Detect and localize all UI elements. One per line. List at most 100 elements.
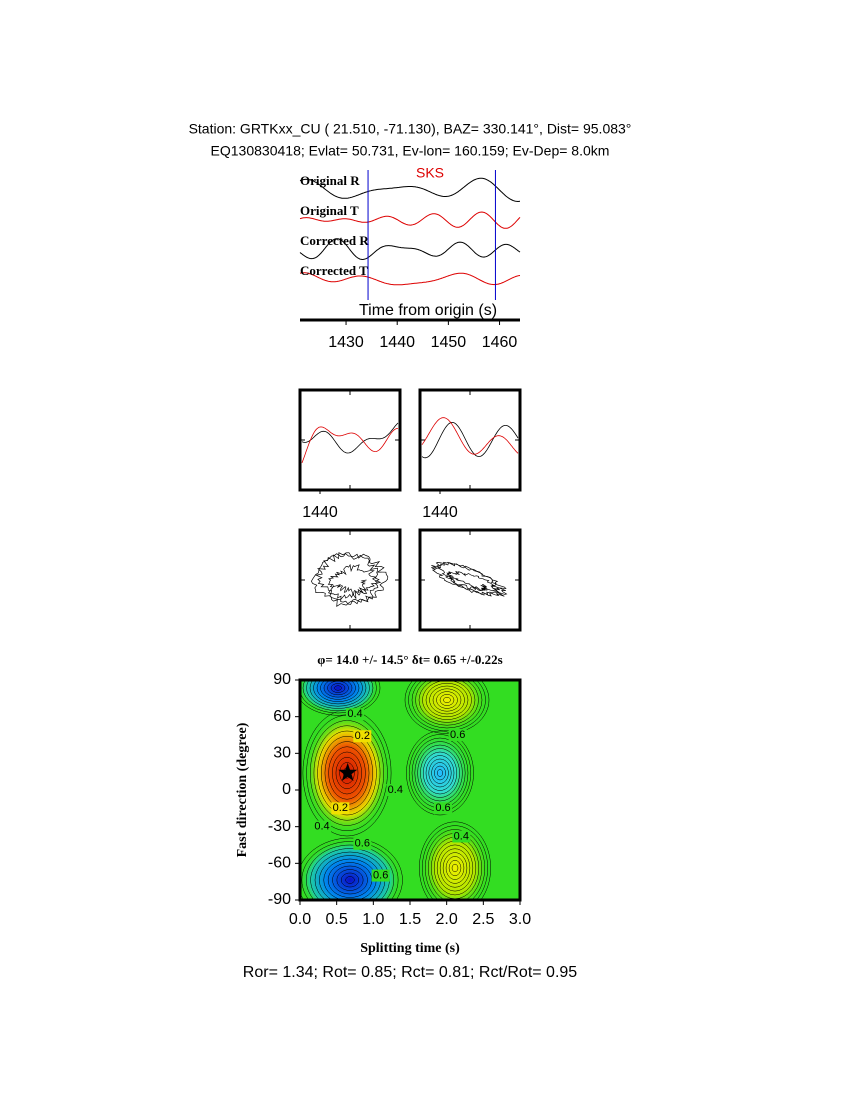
contour-line	[341, 872, 359, 888]
contour-line	[439, 694, 455, 706]
contour-line	[300, 837, 403, 900]
contour-line	[425, 829, 485, 900]
y-tick-label: -60	[268, 855, 291, 872]
contour-line	[404, 680, 490, 734]
x-tick-label: 1440	[302, 504, 338, 521]
footer: Ror= 1.34; Rot= 0.85; Rct= 0.81; Rct/Rot…	[243, 964, 578, 981]
contour-line	[436, 844, 474, 892]
panel-frame	[298, 388, 402, 492]
y-tick-label: 0	[282, 781, 291, 798]
x-tick-label: 0.5	[326, 911, 348, 928]
x-axis-title: Time from origin (s)	[359, 302, 497, 319]
color-blob	[407, 680, 487, 732]
x-tick-label: 0.0	[289, 911, 311, 928]
color-blob	[421, 824, 489, 900]
y-axis-title: Fast direction (degree)	[235, 722, 250, 857]
contour-line	[328, 746, 366, 800]
contour-label-bg	[452, 830, 471, 843]
phase-label: SKS	[416, 165, 444, 181]
contour-line	[306, 680, 370, 709]
contour-line	[323, 680, 353, 698]
plot-title: φ= 14.0 +/- 14.5° δt= 0.65 +/-0.22s	[317, 652, 502, 667]
x-tick-label: 1430	[328, 334, 364, 351]
contour-line	[335, 757, 359, 789]
color-blob	[408, 733, 472, 813]
contour-line	[336, 869, 364, 891]
trace	[299, 272, 521, 286]
contour-line	[425, 682, 469, 718]
contour-label: 0.6	[373, 869, 388, 881]
waveform	[421, 421, 519, 459]
contour-line	[432, 688, 462, 712]
header-line: EQ130830418; Evlat= 50.731, Ev-lon= 160.…	[211, 143, 610, 159]
x-tick-label: 3.0	[509, 911, 531, 928]
contour-line	[419, 821, 491, 900]
contour-line	[420, 748, 460, 798]
y-tick-label: -90	[268, 891, 291, 908]
contour-line	[448, 860, 462, 876]
contour-map: 0.4 0.2 0.4 0.2 0.4 0.6 0.6 0.6 0.4 0.6	[300, 680, 520, 900]
contour-label: 0.6	[435, 802, 450, 814]
contour-line	[439, 848, 471, 888]
trace	[299, 177, 521, 203]
x-tick-label: 1440	[422, 504, 458, 521]
contour-label: 0.4	[454, 830, 469, 842]
contour-line	[417, 744, 463, 802]
contour-line	[418, 680, 476, 723]
contour-line	[425, 755, 455, 791]
contour-line	[445, 856, 465, 880]
trace	[299, 211, 521, 229]
contour-line	[301, 841, 399, 900]
waveform	[301, 422, 399, 454]
y-tick-label: 60	[273, 708, 291, 725]
waveform	[301, 426, 398, 464]
contour-label: 0.2	[333, 802, 348, 814]
contour-label: 0.4	[314, 821, 329, 833]
x-tick-label: 1460	[482, 334, 518, 351]
contour-label-bg	[346, 708, 364, 721]
color-blob	[300, 840, 400, 900]
x-tick-label: 2.0	[436, 911, 458, 928]
contour-label: 0.6	[355, 838, 370, 850]
contour-label: 0.2	[355, 730, 370, 742]
contour-line	[316, 680, 360, 702]
contour-label: 0.4	[347, 708, 362, 720]
contour-line	[436, 769, 444, 777]
contour-label-bg	[371, 869, 390, 882]
contour-line	[428, 758, 452, 788]
best-fit-star	[338, 762, 358, 781]
contour-label-bg	[448, 729, 467, 741]
contour-line	[422, 825, 488, 900]
contour-line	[313, 680, 363, 705]
contour-line	[317, 730, 377, 816]
contour-line	[429, 685, 465, 715]
contour-line	[408, 680, 486, 732]
x-tick-label: 1450	[431, 334, 467, 351]
contour-line	[300, 680, 377, 714]
x-tick-label: 1.5	[399, 911, 421, 928]
contour-line	[309, 680, 367, 707]
y-tick-label: -30	[268, 818, 291, 835]
particle-motion	[311, 552, 389, 607]
contour-line	[434, 765, 446, 781]
x-tick-label: 2.5	[472, 911, 494, 928]
contour-line	[332, 751, 362, 795]
contour-label-bg	[353, 837, 372, 850]
contour-line	[334, 685, 342, 691]
y-tick-label: 90	[273, 671, 291, 688]
contour-line	[339, 762, 355, 784]
contour-label-bg	[331, 802, 350, 815]
contour-line	[310, 720, 384, 826]
contour-label: 0.4	[388, 784, 403, 796]
contour-line	[442, 852, 468, 884]
contour-line	[451, 863, 459, 873]
contour-line	[436, 691, 458, 709]
contour-label-bg	[434, 802, 452, 815]
contour-label-bg	[386, 784, 405, 796]
contour-line	[443, 696, 451, 704]
contour-line	[422, 751, 458, 795]
contour-line	[300, 680, 381, 716]
trace-label: Original T	[300, 203, 359, 218]
